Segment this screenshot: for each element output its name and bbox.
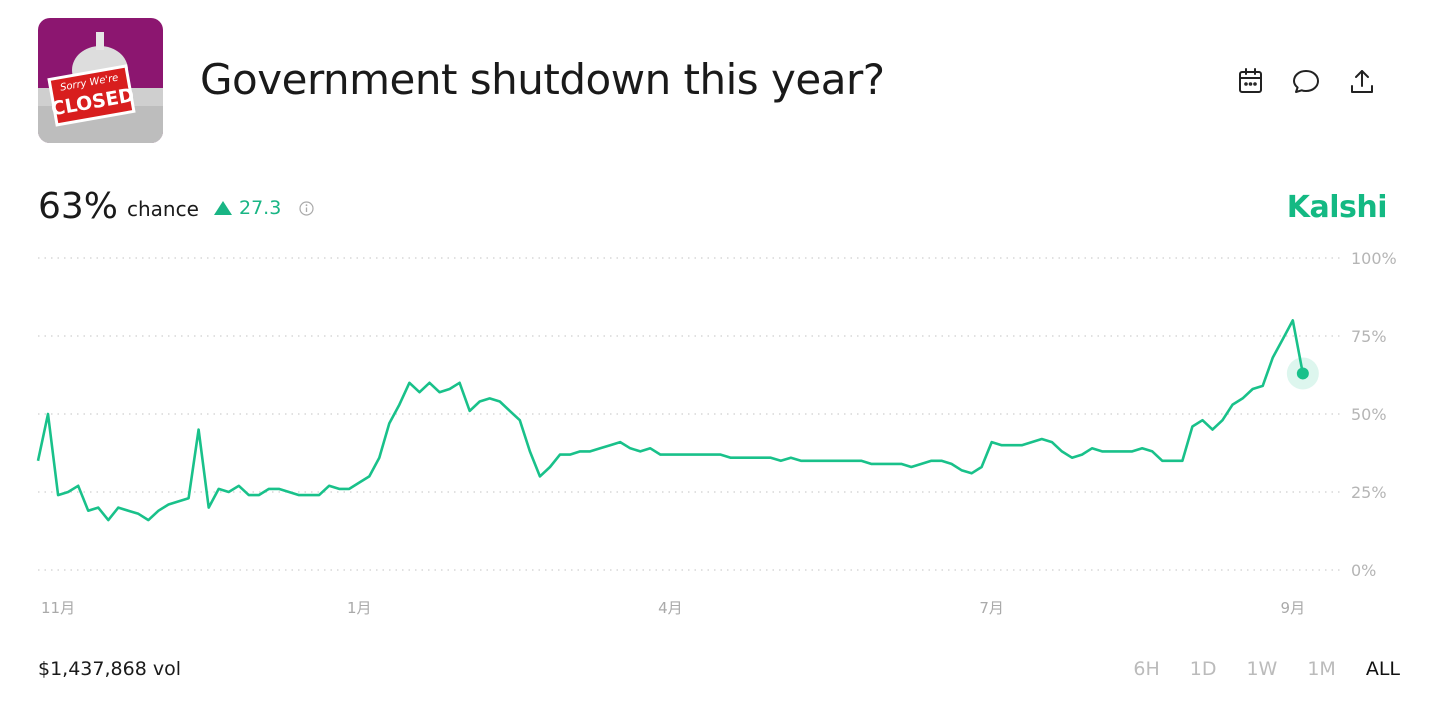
x-tick-label: 9月 — [1281, 599, 1306, 617]
chance-value: 63% — [38, 186, 119, 227]
market-title: Government shutdown this year? — [200, 55, 885, 104]
range-button[interactable]: 1D — [1189, 658, 1217, 680]
y-tick-label: 50% — [1351, 405, 1387, 424]
x-tick-label: 11月 — [41, 599, 75, 617]
range-button[interactable]: ALL — [1365, 658, 1400, 680]
range-button[interactable]: 6H — [1133, 658, 1160, 680]
actions — [1239, 68, 1373, 93]
chance-label: chance — [127, 197, 199, 221]
range-button[interactable]: 1W — [1246, 658, 1278, 680]
chart: 0% 25% 50% 75% 100% 11月 1月 4月 7月 9月 — [36, 249, 1397, 617]
change-value: 27.3 — [239, 197, 282, 219]
price-line — [36, 319, 1305, 522]
share-button[interactable] — [1351, 70, 1373, 93]
comment-button[interactable] — [1293, 70, 1319, 93]
volume: $1,437,868 vol — [38, 658, 181, 680]
calendar-button[interactable] — [1239, 68, 1262, 93]
y-tick-label: 100% — [1351, 249, 1397, 268]
thumbnail: Sorry We're CLOSED — [38, 18, 163, 143]
brand: Kalshi — [1286, 190, 1388, 225]
up-arrow — [214, 201, 232, 215]
range-button[interactable]: 1M — [1307, 658, 1336, 680]
y-tick-label: 0% — [1351, 561, 1376, 580]
x-tick-label: 4月 — [658, 599, 683, 617]
x-tick-label: 1月 — [347, 599, 372, 617]
y-tick-label: 25% — [1351, 483, 1387, 502]
info-icon[interactable] — [298, 200, 315, 217]
range-selector: 6H 1D 1W 1M ALL — [1103, 658, 1400, 680]
last-point — [1296, 367, 1309, 380]
x-tick-label: 7月 — [979, 599, 1004, 617]
y-tick-label: 75% — [1351, 327, 1387, 346]
